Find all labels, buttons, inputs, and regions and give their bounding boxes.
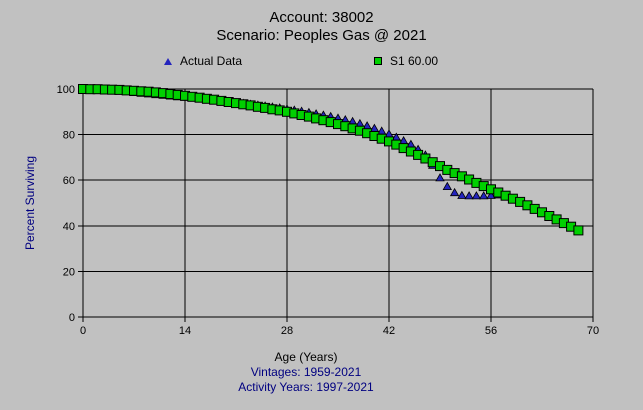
svg-text:0: 0	[69, 312, 75, 324]
svg-text:28: 28	[281, 325, 293, 337]
svg-text:0: 0	[80, 325, 86, 337]
svg-text:42: 42	[383, 325, 395, 337]
svg-text:100: 100	[57, 84, 75, 96]
chart-subtitle: Scenario: Peoples Gas @ 2021	[216, 27, 427, 44]
svg-text:70: 70	[587, 325, 599, 337]
svg-text:20: 20	[63, 266, 75, 278]
svg-text:60: 60	[63, 175, 75, 187]
footer-vintages: Vintages: 1959-2021	[250, 365, 362, 379]
legend-fitted-label: S1 60.00	[390, 54, 439, 68]
svg-text:40: 40	[63, 221, 75, 233]
x-axis-label: Age (Years)	[274, 350, 338, 364]
svg-text:56: 56	[485, 325, 497, 337]
triangle-marker-icon	[164, 57, 172, 65]
svg-text:80: 80	[63, 130, 75, 142]
legend-actual-label: Actual Data	[180, 54, 243, 68]
square-marker-icon	[374, 57, 382, 65]
legend-item-actual-data: Actual Data	[164, 54, 242, 68]
legend-item-s1-curve: S1 60.00	[374, 54, 438, 68]
footer-activity-years: Activity Years: 1997-2021	[238, 380, 374, 394]
svg-text:14: 14	[179, 325, 191, 337]
chart-title: Account: 38002	[269, 9, 374, 26]
